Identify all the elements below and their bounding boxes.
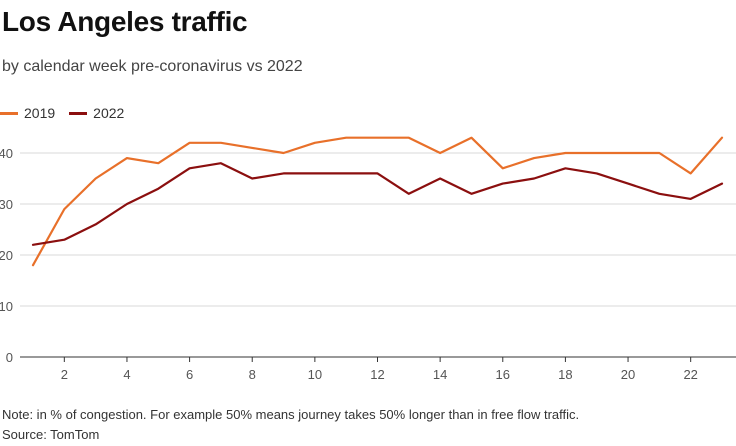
x-tick-label-6: 6: [186, 367, 193, 382]
x-tick-label-16: 16: [496, 367, 510, 382]
x-tick-label-18: 18: [558, 367, 572, 382]
x-tick-label-12: 12: [370, 367, 384, 382]
y-tick-label-40: 40: [0, 146, 13, 161]
legend-label-2022: 2022: [93, 105, 125, 121]
legend-swatch-2022: [69, 111, 88, 115]
chart-note: Note: in % of congestion. For example 50…: [2, 407, 580, 422]
chart-source: Source: TomTom: [2, 427, 100, 442]
x-tick-label-20: 20: [621, 367, 635, 382]
legend-item-2019: 2019: [0, 105, 55, 121]
legend: 2019 2022: [0, 104, 138, 122]
x-tick-label-2: 2: [61, 367, 68, 382]
legend-item-2022: 2022: [69, 105, 124, 121]
y-tick-label-0: 0: [6, 350, 13, 365]
series-line-2019: [31, 136, 724, 267]
y-tick-label-30: 30: [0, 197, 13, 212]
chart-title: Los Angeles traffic: [2, 6, 248, 37]
y-tick-label-20: 20: [0, 248, 13, 263]
legend-swatch-2019: [0, 111, 18, 115]
x-tick-label-22: 22: [683, 367, 697, 382]
series-line-2022: [31, 162, 724, 246]
x-tick-label-4: 4: [123, 367, 130, 382]
legend-label-2019: 2019: [24, 105, 56, 121]
y-tick-label-10: 10: [0, 299, 13, 314]
x-tick-label-10: 10: [308, 367, 322, 382]
chart-subtitle: by calendar week pre-coronavirus vs 2022: [2, 58, 303, 75]
x-tick-label-14: 14: [433, 367, 447, 382]
x-tick-label-8: 8: [249, 367, 256, 382]
